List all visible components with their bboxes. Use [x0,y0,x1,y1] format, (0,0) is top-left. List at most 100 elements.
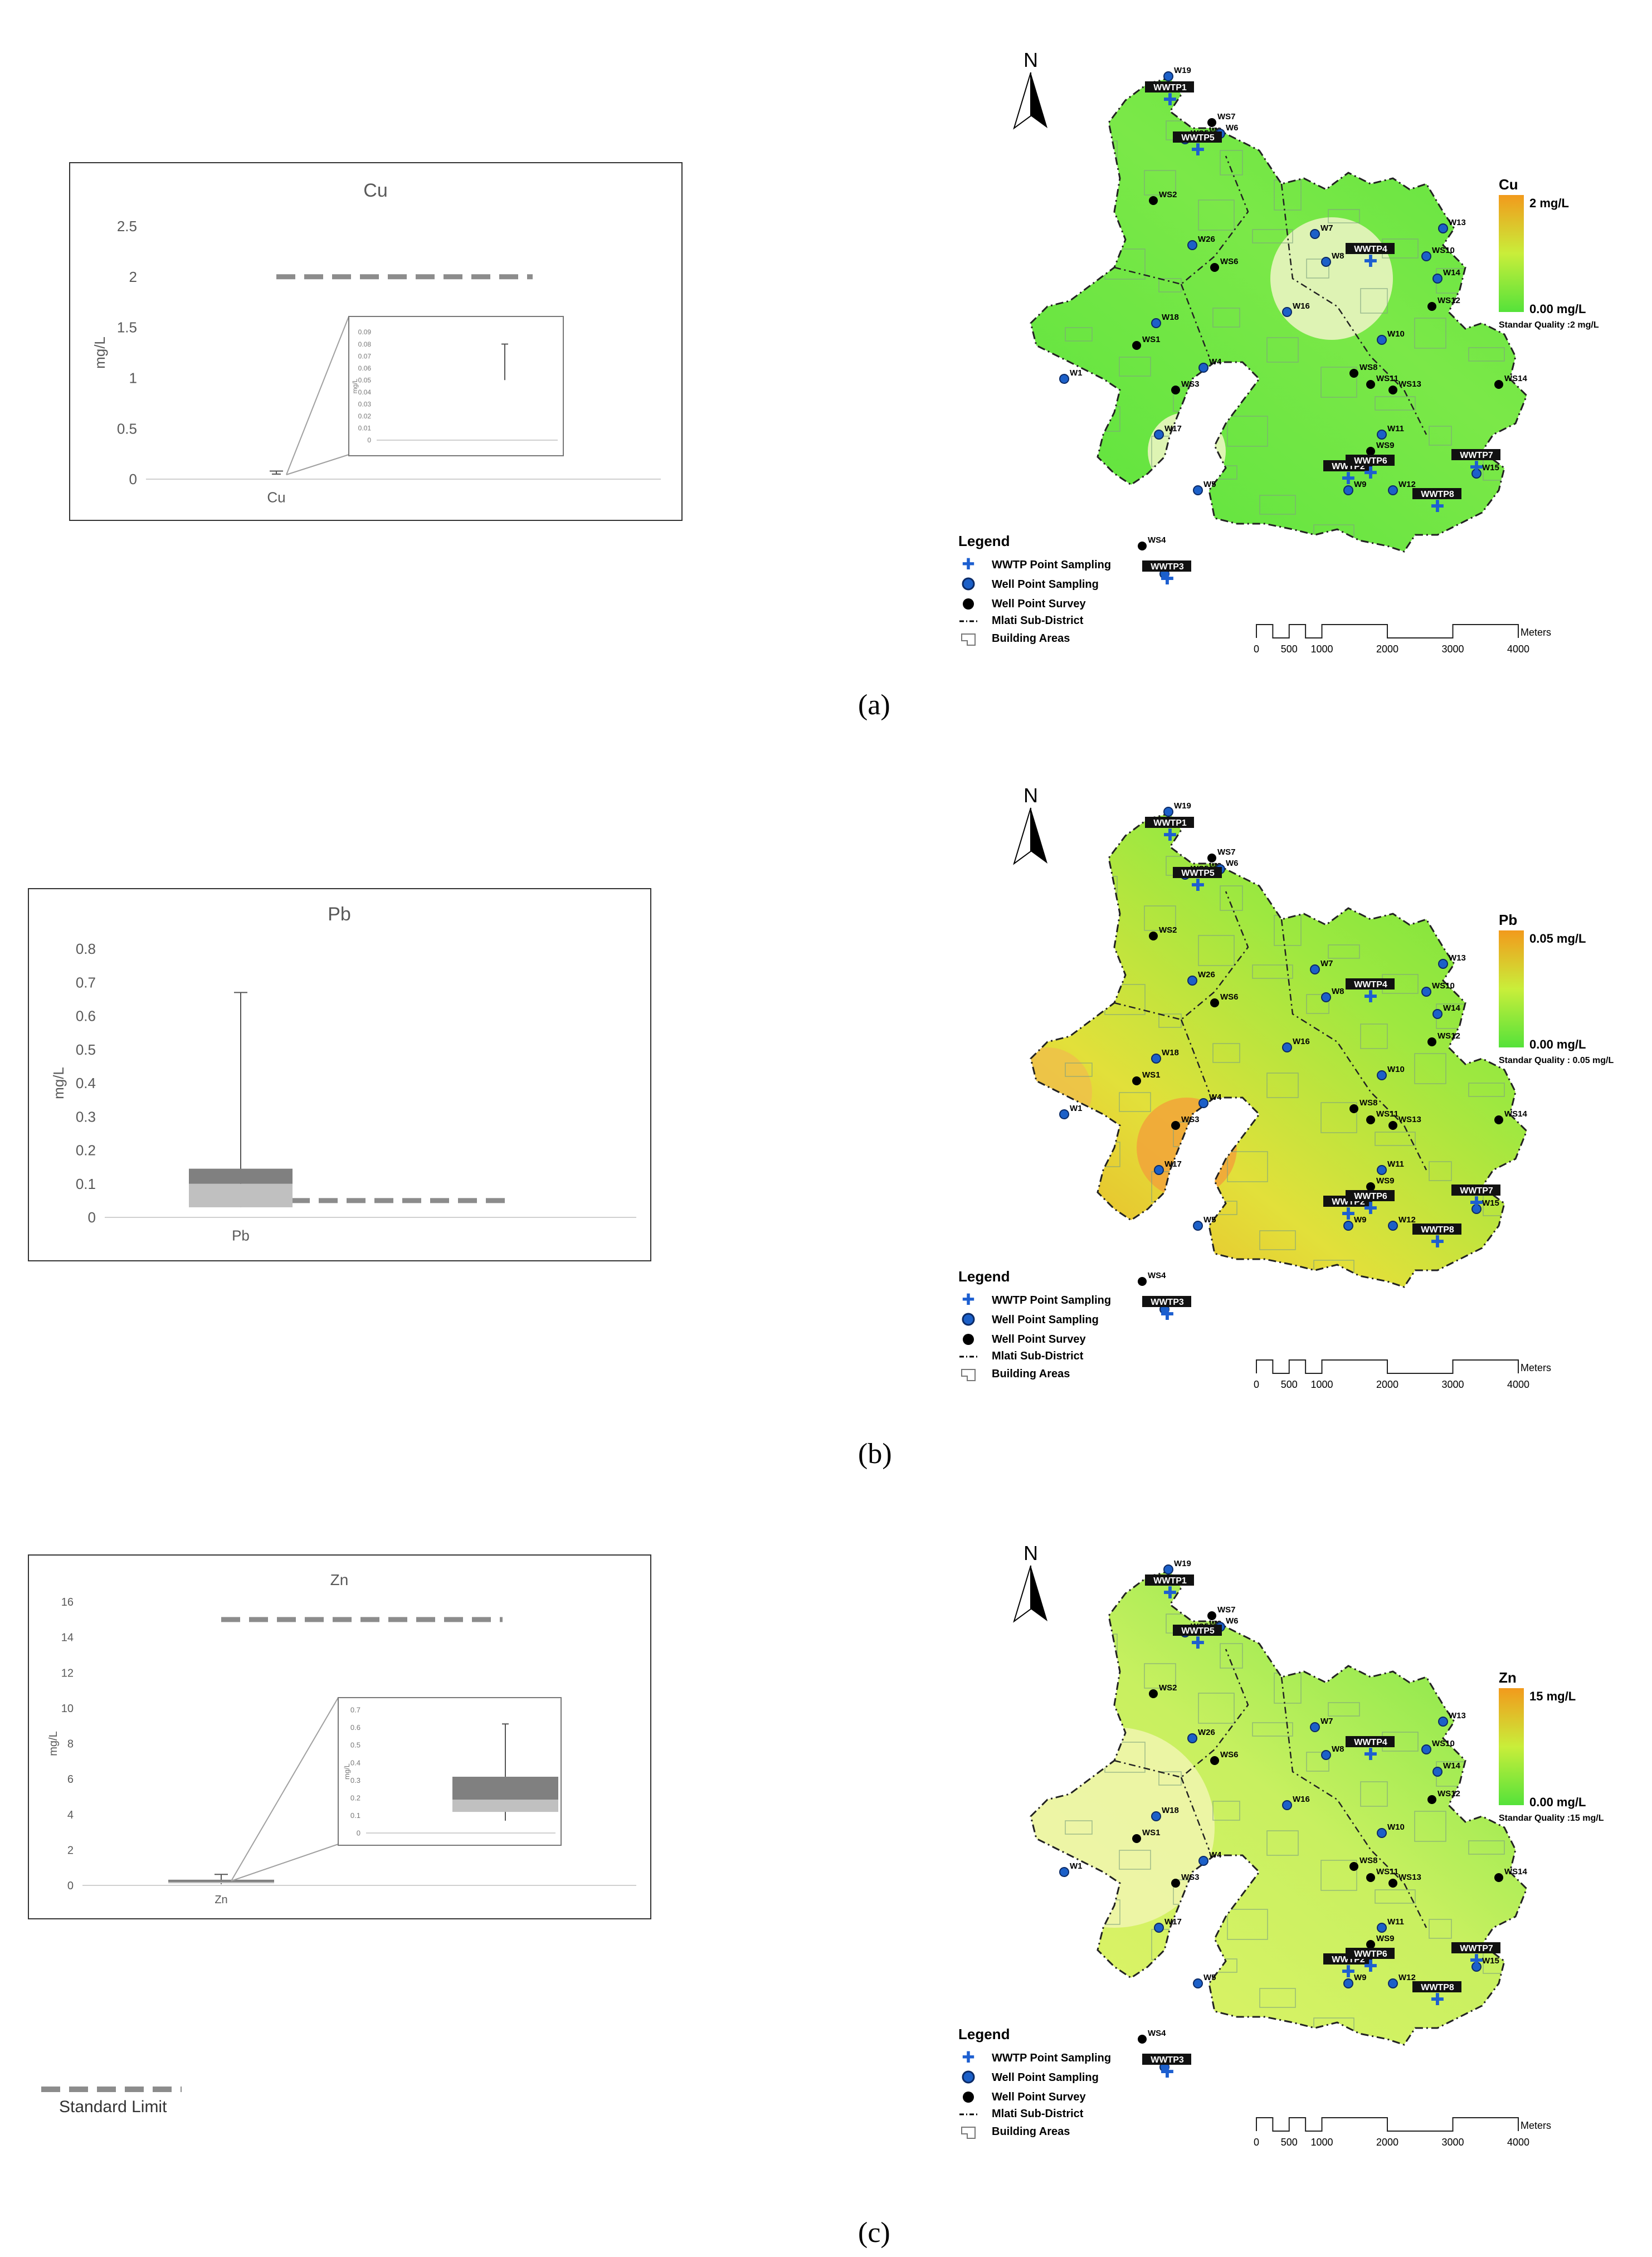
y-tick-label: 0.5 [76,1041,96,1058]
y-tick-label: 0 [67,1880,74,1892]
well-sampling-point [1421,251,1431,261]
map-hotspot [1031,1047,1092,1137]
well-label: WS14 [1504,1109,1528,1119]
village-boundary [1114,891,1427,1171]
panel-label-a: (a) [858,689,890,721]
map-pb-svg: W19WS5WS7W3W6WS2W26WS6W18WS1W1WS3W4W17W5… [958,784,1614,1390]
well-label: W16 [1293,1795,1310,1804]
scale-tick-label: 2000 [1376,2137,1398,2148]
y-tick-label: 1 [129,370,137,387]
well-label: W8 [1332,251,1344,261]
y-tick-label: 0.8 [76,940,96,957]
wwtp-point: ✚ [1341,1205,1355,1224]
scale-tick-label: 0 [1254,1379,1259,1390]
wwtp-point: ✚ [1191,876,1205,895]
wwtp-point: ✚ [1469,1193,1483,1213]
well-survey-point [1349,1862,1358,1871]
wwtp-point: ✚ [1363,464,1377,483]
building-area [1468,1840,1505,1855]
building-area [1144,905,1176,931]
building-area [1328,209,1360,223]
north-label: N [1024,1542,1038,1564]
inset-y-tick-label: 0 [367,436,371,444]
building-area [1212,308,1240,328]
well-sampling-point [1321,992,1331,1002]
well-label: WS14 [1504,1867,1528,1876]
scale-tick-label: 1000 [1310,1379,1333,1390]
wwtp-label-bg [1173,1625,1222,1636]
building-area [1198,199,1235,231]
well-label: W17 [1164,1159,1182,1169]
building-area [1320,367,1357,398]
inset-y-tick-label: 0.01 [358,425,372,432]
well-sampling-point [1193,485,1203,495]
inset-y-tick-label: 0.6 [350,1723,360,1732]
well-survey-point [1388,386,1397,394]
inset-y-tick-label: 0.05 [358,376,372,384]
well-sampling-point [1421,987,1431,997]
inset-connector [286,454,349,475]
scale-tick-label: 4000 [1507,1379,1529,1390]
wwtp-label: WWTP3 [1151,2055,1184,2065]
well-label: W26 [1198,1728,1215,1737]
inset-connector [231,1697,339,1881]
y-axis-label: mg/L [47,1731,60,1756]
well-sampling-point [1187,1733,1197,1743]
wwtp-point: ✚ [1363,252,1377,271]
building-area [1429,1161,1452,1181]
building-area [1360,288,1388,314]
map-legend-item: Building Areas [992,2126,1070,2138]
building-area [1320,1102,1357,1133]
legend-building-icon [961,1369,976,1381]
wwtp-point: ✚ [1469,1951,1483,1971]
map-legend-item: Well Point Survey [992,598,1086,610]
chart-title: Pb [328,904,351,925]
well-survey-point [1149,196,1158,205]
well-label: W7 [1320,223,1333,233]
well-sampling-point [1163,1564,1173,1574]
well-sampling-point [1059,1109,1069,1119]
well-label: W13 [1449,218,1466,227]
building-area [1212,1043,1240,1063]
wwtp-label-bg [1346,978,1395,989]
well-label: W19 [1174,66,1191,75]
building-area [1306,1752,1329,1772]
well-label: WS11 [1376,1867,1398,1876]
well-label: W10 [1387,329,1405,339]
map-zn: W19WS5WS7W3W6WS2W26WS6W18WS1W1WS3W4W17W5… [947,1538,1652,2167]
well-sampling-point [1198,1856,1208,1866]
building-area [1050,1712,1087,1738]
legend-building-icon [961,2127,976,2139]
well-survey-point [1132,1076,1141,1085]
wwtp-point: ✚ [1363,1957,1377,1976]
building-area [1198,935,1235,966]
legend-wwtp-icon: ✚ [962,555,974,573]
well-survey-point [1494,380,1503,389]
wwtp-label: WWTP1 [1153,1576,1187,1586]
well-survey-point [1427,1795,1436,1804]
map-cu-svg: W19WS5WS7W3W6WS2W26WS6W18WS1W1WS3W4W17W5… [958,48,1599,655]
well-label: WS7 [1217,112,1236,121]
scale-tick-label: 2000 [1376,644,1398,655]
y-tick-label: 6 [67,1773,74,1786]
building-area [1360,1781,1388,1807]
inset-y-tick-label: 0.2 [350,1793,360,1802]
wwtp-label: WWTP5 [1181,869,1215,878]
color-legend-title: Pb [1499,911,1517,928]
building-area [1058,1220,1090,1251]
y-tick-label: 10 [61,1703,74,1715]
well-label: W15 [1482,1198,1499,1208]
wwtp-label-bg [1142,2054,1191,2065]
standard-quality-text: Standar Quality :15 mg/L [1499,1814,1604,1823]
well-label: WS3 [1181,1115,1200,1124]
inset-y-tick-label: 0.09 [358,328,372,336]
well-sampling-point [1310,1722,1320,1732]
legend-well-sampling-icon [962,2070,975,2084]
well-label: W9 [1354,1215,1367,1225]
well-label: WS12 [1437,1789,1460,1798]
well-label: WS2 [1159,190,1177,199]
well-label: WS13 [1398,1115,1421,1124]
building-area [1468,1083,1505,1097]
well-label: WS10 [1432,981,1455,991]
inset-y-tick-label: 0.03 [358,401,372,408]
